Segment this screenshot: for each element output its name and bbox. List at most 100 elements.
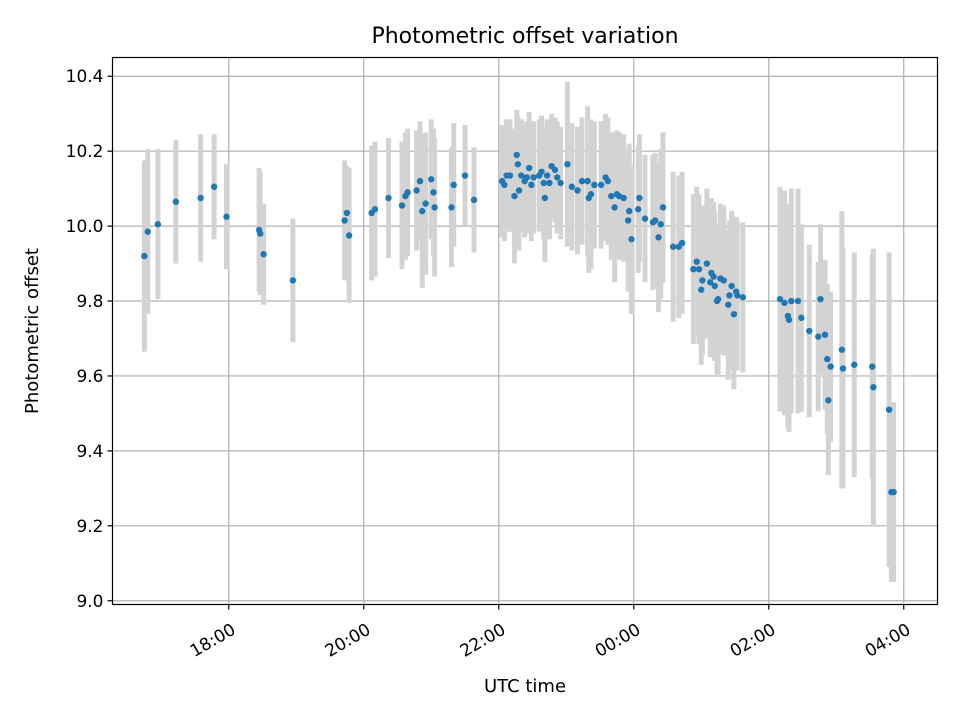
data-point (693, 258, 700, 265)
chart-title: Photometric offset variation (371, 24, 678, 49)
data-point (817, 295, 824, 303)
data-points (141, 151, 897, 496)
data-point (720, 277, 727, 284)
data-point (540, 179, 547, 187)
data-point (289, 277, 297, 284)
data-point (591, 181, 598, 189)
data-point (628, 236, 635, 243)
y-tick-label: 9.2 (76, 517, 103, 537)
data-point (260, 250, 267, 258)
data-point (678, 239, 686, 247)
data-point (430, 189, 437, 196)
data-point (739, 294, 747, 301)
data-point (587, 191, 595, 198)
data-point (404, 189, 411, 196)
data-point (659, 204, 667, 211)
y-axis-label: Photometric offset (22, 248, 43, 414)
data-point (651, 217, 659, 224)
data-point (851, 361, 858, 368)
data-point (624, 217, 632, 224)
data-point (144, 228, 151, 235)
y-tick-label: 9.4 (76, 442, 103, 462)
y-tick-label: 9.8 (76, 292, 103, 312)
data-point (695, 265, 703, 273)
data-point (223, 213, 230, 220)
data-point (839, 365, 847, 372)
data-point (730, 310, 738, 318)
data-point (528, 181, 535, 189)
data-point (711, 282, 718, 290)
x-tick-label: 04:00 (862, 620, 914, 662)
data-point (584, 177, 591, 185)
data-point (551, 166, 559, 174)
data-point (141, 252, 148, 260)
data-point (714, 295, 722, 303)
data-point (385, 194, 392, 202)
data-point (341, 217, 348, 224)
data-point (428, 176, 435, 183)
data-point (794, 297, 802, 305)
data-point (699, 277, 706, 284)
data-point (604, 177, 612, 185)
data-point (707, 279, 714, 286)
data-point (608, 192, 615, 200)
data-point (450, 181, 457, 189)
data-point (543, 172, 551, 179)
data-point (821, 331, 829, 338)
data-point (785, 316, 793, 323)
data-point (781, 299, 788, 307)
y-tick-label: 9.6 (76, 367, 103, 387)
data-point (345, 232, 353, 239)
data-point (815, 333, 822, 340)
data-point (890, 488, 897, 496)
data-point (825, 397, 832, 404)
data-point (655, 234, 662, 241)
data-point (690, 265, 697, 273)
x-tick-label: 18:00 (187, 620, 239, 662)
data-point (885, 406, 893, 413)
data-point (197, 194, 204, 202)
data-point (578, 177, 586, 185)
data-point (568, 183, 576, 190)
data-point (869, 363, 876, 370)
data-point (806, 327, 813, 335)
data-point (523, 174, 531, 181)
data-point (636, 194, 643, 202)
x-tick-label: 20:00 (322, 620, 374, 662)
data-point (419, 207, 426, 215)
data-point (698, 286, 705, 293)
data-point (657, 221, 664, 228)
data-point (776, 295, 784, 303)
data-point (597, 181, 605, 189)
y-tick-label: 10.0 (66, 217, 104, 237)
data-point (626, 207, 633, 215)
x-tick-label: 02:00 (727, 620, 779, 662)
data-point (541, 194, 549, 202)
x-tick-label: 00:00 (592, 620, 644, 662)
data-point (371, 206, 379, 213)
y-tick-label: 10.2 (66, 142, 104, 162)
data-point (669, 243, 677, 250)
data-point (827, 363, 834, 370)
data-point (422, 200, 429, 207)
data-point (431, 204, 438, 211)
data-point (515, 187, 523, 194)
data-point (734, 292, 741, 299)
data-point (514, 161, 522, 168)
plot-frame (111, 56, 939, 606)
y-tick-label: 10.4 (66, 67, 104, 87)
data-point (838, 346, 846, 353)
data-point (557, 179, 564, 187)
data-point (416, 177, 424, 185)
data-point (728, 282, 735, 290)
data-point (546, 179, 553, 187)
data-point (620, 194, 627, 202)
data-point (413, 187, 420, 194)
data-point (210, 183, 218, 190)
y-tick-label: 9.0 (76, 592, 103, 612)
data-point (398, 202, 406, 209)
data-point (518, 172, 525, 179)
data-point (574, 187, 581, 194)
